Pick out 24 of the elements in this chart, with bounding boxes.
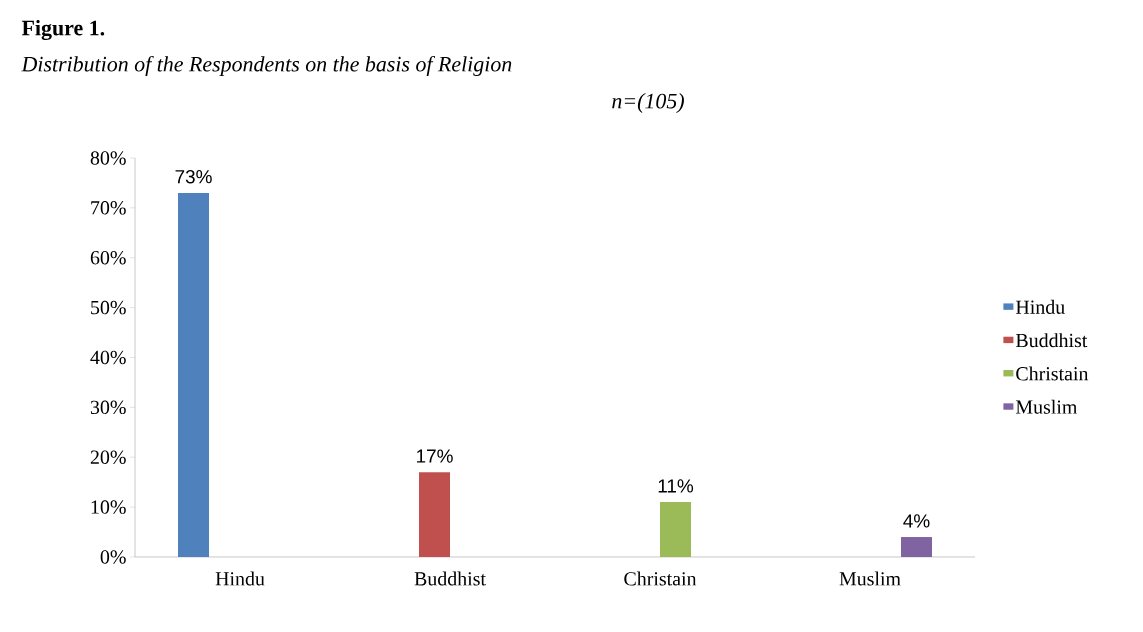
y-tick-label: 50% [91,300,126,315]
y-tick-label: 80% [90,151,126,165]
data-label: 17% [417,449,453,463]
y-tick-label: 0% [100,550,126,564]
y-tick-label: 60% [90,250,126,265]
x-tick-label: Hindu [215,571,265,586]
data-label: 11% [658,479,694,493]
y-tick-label: 70% [91,201,126,215]
x-tick-label: Buddhist [414,571,486,586]
y-tick-label: 20% [90,450,126,464]
data-label: 73% [175,169,212,184]
data-label: 4% [903,514,930,528]
legend-label: Muslim [1015,399,1078,414]
y-tick-label: 30% [90,400,126,415]
legend-label: Christain [1016,366,1089,381]
chart-title: Figure 1. [21,19,105,41]
y-tick-label: 40% [90,350,126,365]
chart-subtitle: Distribution of the Respondents on the basis of Religion [21,55,512,77]
legend-label: Buddhist [1015,333,1088,348]
legend-label: Hindu [1015,299,1065,314]
text: n=(105) [612,93,684,113]
y-tick-label: 10% [91,500,126,514]
x-tick-label: Muslim [839,571,901,586]
x-tick-label: Christain [624,571,697,586]
